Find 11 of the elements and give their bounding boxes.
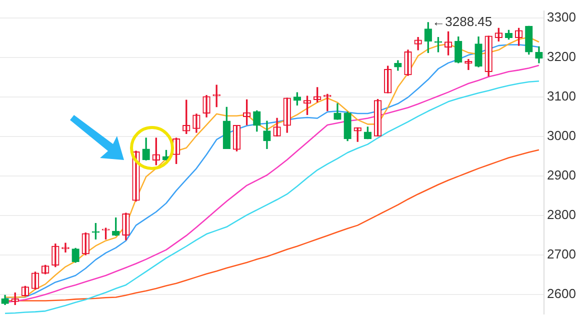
y-tick-label: 2900 [547,168,576,183]
candlestick [62,242,70,253]
annotation: ←3288.45 [432,14,492,30]
y-tick-label: 2800 [547,207,576,222]
y-tick-label: 3300 [547,9,576,24]
y-tick-label: 3000 [547,128,576,144]
y-tick-label: 2600 [547,286,576,302]
y-tick-label: 3200 [547,48,576,64]
y-tick-label: 3100 [547,88,576,104]
y-tick-label: 2700 [547,246,576,262]
candlestick [92,223,100,240]
